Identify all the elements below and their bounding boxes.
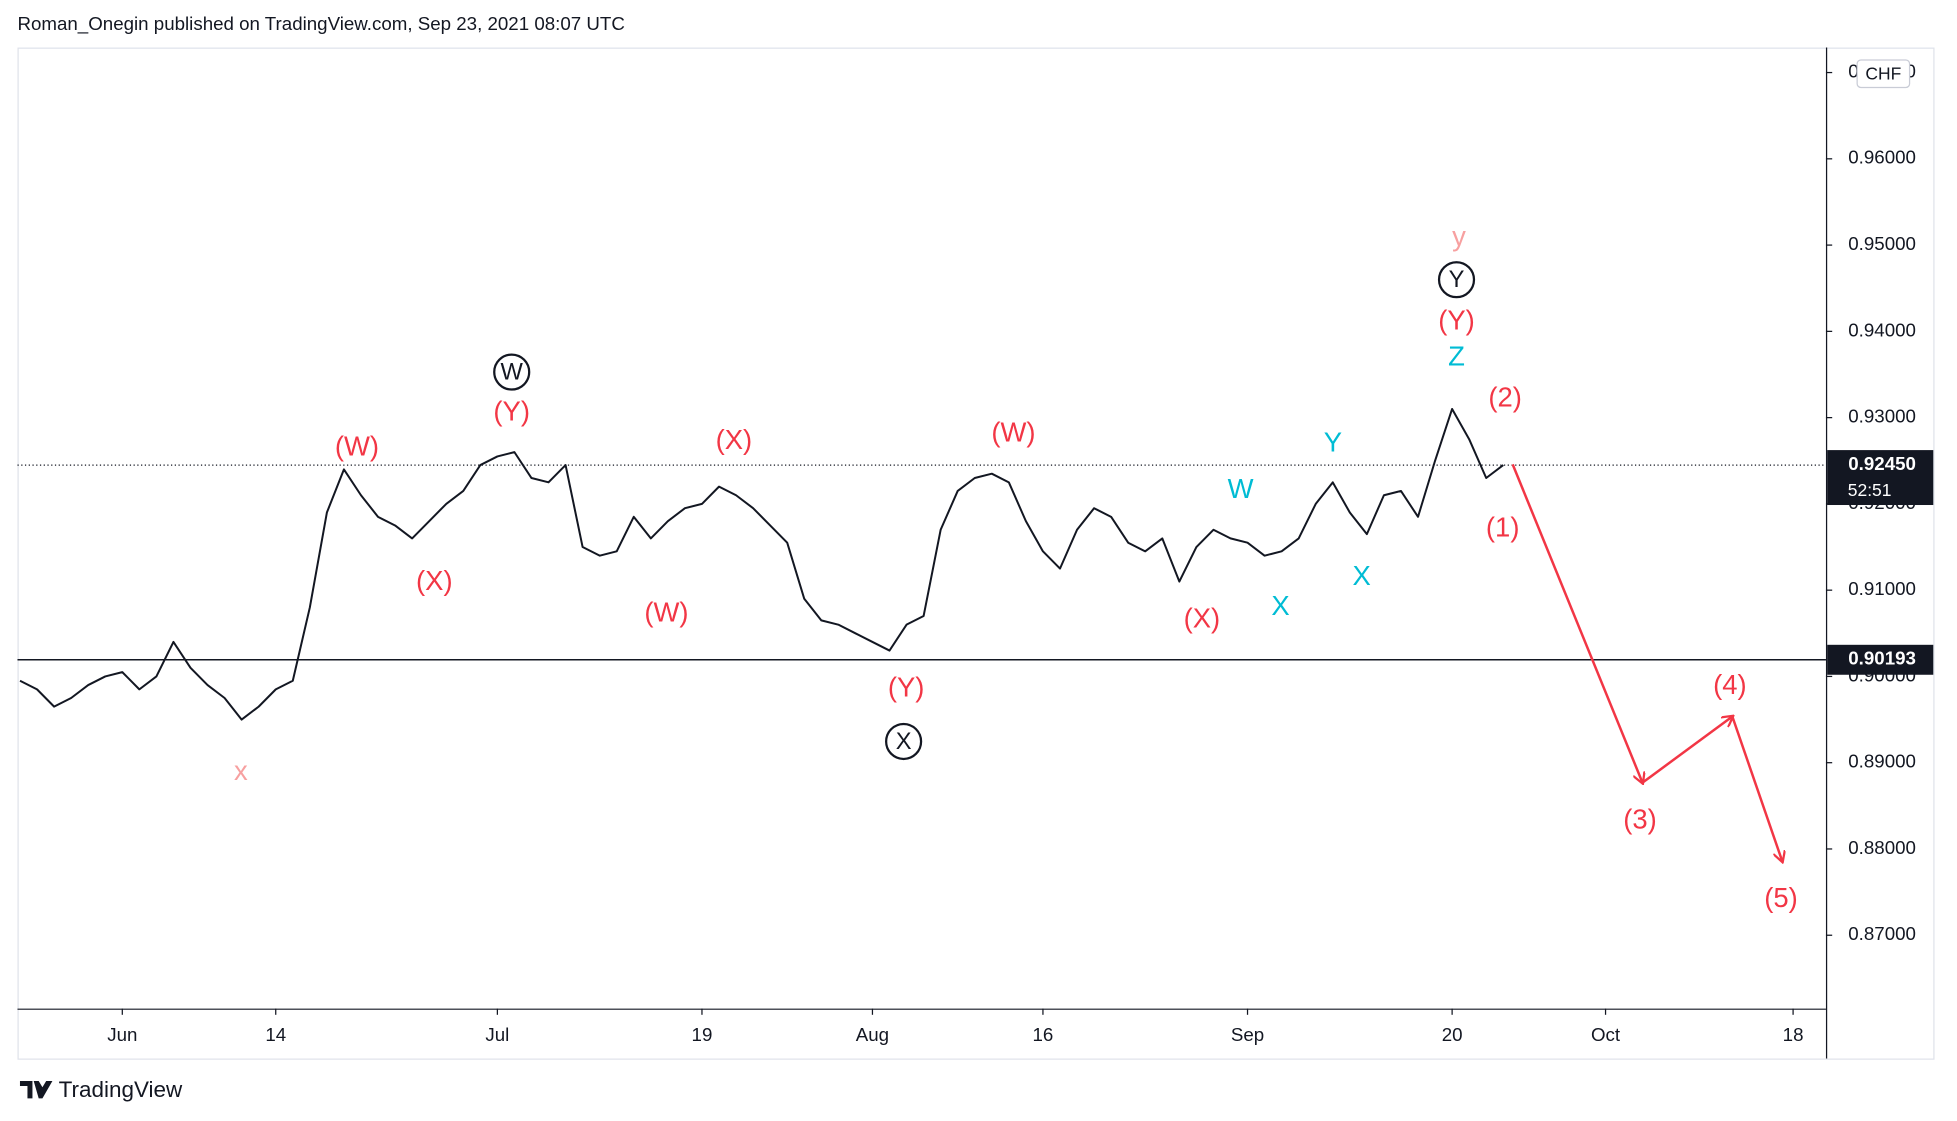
- projection-arrow: [1511, 463, 1643, 782]
- wave-label: y: [1452, 221, 1466, 252]
- wave-circle: [493, 353, 531, 391]
- wave-label: (W): [991, 417, 1035, 448]
- wave-circle: [1437, 261, 1476, 299]
- y-tick-label: 0.94000: [1848, 319, 1916, 340]
- x-tick-label: Jun: [107, 1024, 137, 1045]
- wave-label: (5): [1764, 882, 1798, 913]
- x-tick-label: 14: [265, 1024, 286, 1045]
- wave-label: (X): [416, 565, 453, 596]
- y-tick-label: 0.87000: [1848, 923, 1916, 944]
- x-tick-label: Aug: [856, 1024, 889, 1045]
- wave-label: W: [501, 360, 524, 386]
- support-label-box: [1827, 644, 1934, 675]
- x-tick-label: Jul: [485, 1024, 509, 1045]
- wave-label: Y: [1324, 427, 1342, 458]
- wave-label: Z: [1448, 341, 1465, 372]
- footer-logo: [19, 1080, 53, 1099]
- wave-label: (4): [1713, 669, 1747, 700]
- x-tick-label: 16: [1033, 1024, 1054, 1045]
- projection-arrow: [1731, 716, 1782, 862]
- wave-label: X: [896, 729, 912, 755]
- x-tick-label: Oct: [1591, 1024, 1621, 1045]
- wave-label: x: [234, 755, 248, 786]
- projection-arrow: [1641, 717, 1732, 784]
- x-tick-label: 20: [1442, 1024, 1463, 1045]
- wave-label: X: [1271, 590, 1289, 621]
- wave-label: (W): [335, 430, 379, 461]
- currency-label: CHF: [1865, 64, 1901, 84]
- wave-label: (W): [644, 596, 688, 627]
- wave-label: (X): [716, 424, 753, 455]
- plot: [17, 407, 1826, 721]
- support-label: 0.90193: [1848, 648, 1916, 669]
- y-tick-label: 0.96000: [1848, 147, 1916, 168]
- y-tick-label: 0.88000: [1848, 837, 1916, 858]
- wave-label: X: [1353, 560, 1371, 591]
- wave-circle: [885, 722, 923, 761]
- last-price-box: [1827, 450, 1934, 506]
- wave-label: (3): [1623, 804, 1657, 835]
- y-tick-label: 0.91000: [1848, 578, 1916, 599]
- wave-label: (Y): [888, 671, 925, 702]
- x-tick-label: Sep: [1231, 1024, 1264, 1045]
- wave-label: (Y): [1438, 304, 1475, 335]
- x-tick-label: 19: [692, 1024, 713, 1045]
- wave-label: (2): [1488, 382, 1522, 413]
- y-tick-label: 0.95000: [1848, 233, 1916, 254]
- footer: TradingView: [59, 1077, 183, 1102]
- price-line: [19, 407, 1504, 721]
- y-tick-label: 0.93000: [1848, 406, 1916, 427]
- wave-label: (Y): [493, 395, 530, 426]
- wave-label: (1): [1486, 512, 1520, 543]
- y-tick-label: 0.89000: [1848, 751, 1916, 772]
- wave-label: Y: [1449, 267, 1465, 293]
- last-price-label: 0.92450: [1848, 453, 1916, 474]
- chart-frame: [17, 47, 1935, 1060]
- header: Roman_Onegin published on TradingView.co…: [17, 13, 624, 35]
- x-tick-label: 18: [1783, 1024, 1804, 1045]
- currency-badge: [1856, 59, 1911, 89]
- wave-label: W: [1228, 473, 1254, 504]
- countdown: 52:51: [1848, 480, 1892, 500]
- wave-label: (X): [1184, 603, 1221, 634]
